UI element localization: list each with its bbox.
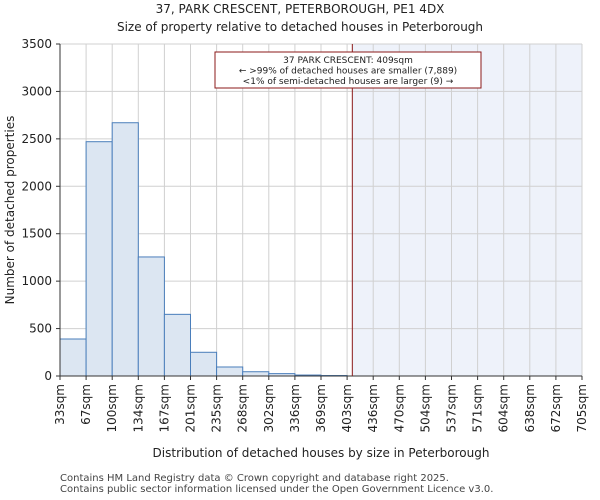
annotation-line-3: <1% of semi-detached houses are larger (… (243, 77, 454, 87)
x-tick-label: 268sqm (236, 384, 250, 432)
histogram-bar (85, 141, 113, 377)
y-tick-label: 1500 (21, 227, 52, 241)
x-tick-label: 235sqm (210, 384, 224, 432)
x-tick-label: 470sqm (392, 384, 406, 432)
histogram-bar (59, 338, 87, 377)
histogram-bar (111, 122, 139, 377)
x-tick-label: 67sqm (79, 384, 93, 425)
chart-title: 37, PARK CRESCENT, PETERBOROUGH, PE1 4DX (155, 2, 445, 16)
chart-subtitle: Size of property relative to detached ho… (116, 20, 484, 34)
footer-copyright: Contains HM Land Registry data © Crown c… (60, 473, 449, 484)
x-tick-label: 504sqm (418, 384, 432, 432)
x-tick-label: 369sqm (314, 384, 328, 432)
y-tick-label: 2000 (21, 179, 52, 193)
y-tick-label: 1000 (21, 274, 52, 288)
y-tick-label: 500 (29, 322, 52, 336)
x-tick-label: 100sqm (105, 384, 119, 432)
x-tick-label: 672sqm (549, 384, 563, 432)
x-tick-label: 537sqm (445, 384, 459, 432)
x-tick-label: 336sqm (288, 384, 302, 432)
y-tick-label: 3000 (21, 84, 52, 98)
x-tick-label: 167sqm (157, 384, 171, 432)
histogram-bar (190, 351, 218, 377)
x-tick-label: 436sqm (366, 384, 380, 432)
histogram-bar (163, 313, 191, 377)
annotation-line-1: 37 PARK CRESCENT: 409sqm (283, 56, 413, 66)
x-tick-label: 201sqm (184, 384, 198, 432)
footer-licence: Contains public sector information licen… (60, 484, 494, 495)
x-tick-label: 705sqm (575, 384, 589, 432)
y-axis-title: Number of detached properties (3, 116, 17, 305)
x-tick-label: 571sqm (471, 384, 485, 432)
x-tick-label: 33sqm (53, 384, 67, 425)
x-axis-title: Distribution of detached houses by size … (153, 446, 490, 460)
x-tick-label: 302sqm (262, 384, 276, 432)
y-tick-label: 3500 (21, 37, 52, 51)
y-tick-label: 0 (44, 369, 52, 383)
y-tick-label: 2500 (21, 132, 52, 146)
x-tick-label: 134sqm (131, 384, 145, 432)
histogram-bar (137, 256, 165, 377)
annotation-line-2: ← >99% of detached houses are smaller (7… (239, 67, 457, 77)
histogram-bar (242, 371, 270, 377)
annotation-box (214, 51, 482, 89)
x-tick-label: 638sqm (523, 384, 537, 432)
x-tick-label: 604sqm (497, 384, 511, 432)
larger-region-shade (352, 44, 582, 376)
x-tick-label: 403sqm (340, 384, 354, 432)
histogram-bar (216, 366, 244, 377)
